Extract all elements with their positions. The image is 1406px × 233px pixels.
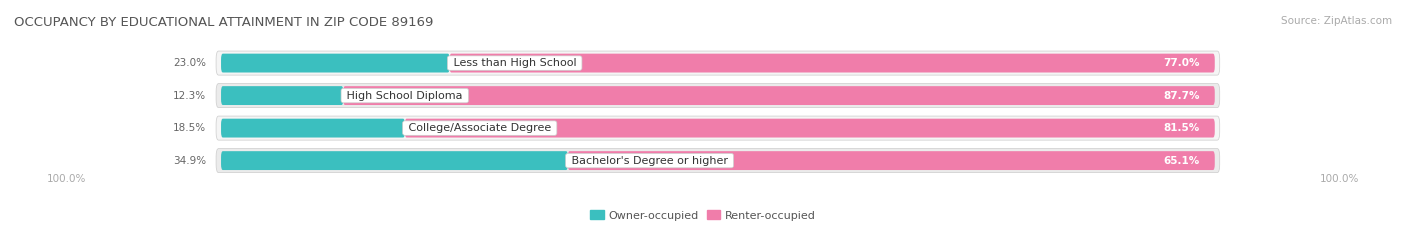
FancyBboxPatch shape xyxy=(221,119,405,137)
FancyBboxPatch shape xyxy=(221,151,568,170)
Text: 34.9%: 34.9% xyxy=(173,156,207,166)
Text: 100.0%: 100.0% xyxy=(1319,175,1358,185)
Text: 23.0%: 23.0% xyxy=(173,58,207,68)
FancyBboxPatch shape xyxy=(217,51,1220,75)
FancyBboxPatch shape xyxy=(450,54,1215,72)
Text: College/Associate Degree: College/Associate Degree xyxy=(405,123,554,133)
Text: 87.7%: 87.7% xyxy=(1163,91,1199,101)
Text: 81.5%: 81.5% xyxy=(1164,123,1199,133)
Text: 12.3%: 12.3% xyxy=(173,91,207,101)
Text: Source: ZipAtlas.com: Source: ZipAtlas.com xyxy=(1281,16,1392,26)
FancyBboxPatch shape xyxy=(343,86,1215,105)
Text: 18.5%: 18.5% xyxy=(173,123,207,133)
Text: Bachelor's Degree or higher: Bachelor's Degree or higher xyxy=(568,156,731,166)
FancyBboxPatch shape xyxy=(405,119,1215,137)
FancyBboxPatch shape xyxy=(221,86,343,105)
FancyBboxPatch shape xyxy=(217,84,1220,108)
Legend: Owner-occupied, Renter-occupied: Owner-occupied, Renter-occupied xyxy=(586,206,820,225)
FancyBboxPatch shape xyxy=(221,54,450,72)
Text: Less than High School: Less than High School xyxy=(450,58,579,68)
FancyBboxPatch shape xyxy=(217,149,1220,173)
FancyBboxPatch shape xyxy=(568,151,1215,170)
Text: 77.0%: 77.0% xyxy=(1163,58,1199,68)
Text: OCCUPANCY BY EDUCATIONAL ATTAINMENT IN ZIP CODE 89169: OCCUPANCY BY EDUCATIONAL ATTAINMENT IN Z… xyxy=(14,16,433,29)
Text: 65.1%: 65.1% xyxy=(1164,156,1199,166)
FancyBboxPatch shape xyxy=(217,116,1220,140)
Text: High School Diploma: High School Diploma xyxy=(343,91,467,101)
Text: 100.0%: 100.0% xyxy=(48,175,87,185)
